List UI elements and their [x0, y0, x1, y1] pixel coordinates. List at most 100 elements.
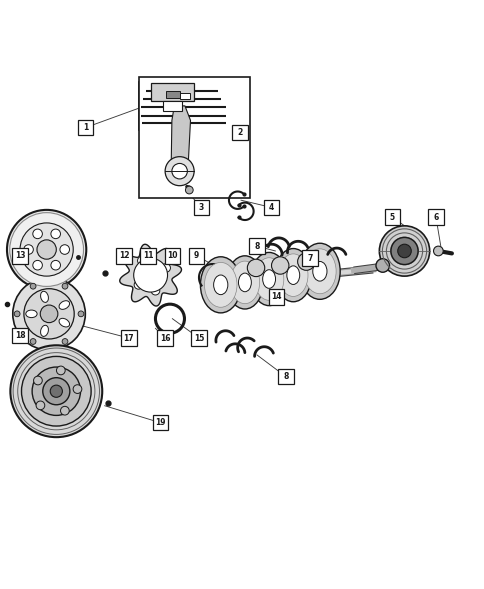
Circle shape: [43, 378, 70, 405]
Ellipse shape: [238, 273, 251, 292]
Ellipse shape: [213, 275, 227, 294]
Text: 11: 11: [143, 252, 153, 260]
Circle shape: [60, 245, 69, 254]
Ellipse shape: [26, 310, 37, 317]
FancyBboxPatch shape: [427, 209, 443, 225]
Ellipse shape: [312, 262, 326, 281]
Circle shape: [30, 283, 36, 289]
Text: 18: 18: [15, 331, 25, 340]
FancyBboxPatch shape: [188, 248, 204, 263]
Text: 7: 7: [307, 254, 312, 263]
Text: 19: 19: [155, 418, 165, 427]
Bar: [162, 101, 182, 111]
Circle shape: [13, 277, 85, 350]
Circle shape: [40, 305, 58, 323]
Bar: [138, 82, 230, 130]
Ellipse shape: [204, 262, 237, 307]
FancyBboxPatch shape: [193, 200, 209, 215]
Circle shape: [10, 345, 102, 437]
Text: 8: 8: [283, 372, 288, 381]
Circle shape: [56, 366, 65, 375]
Circle shape: [51, 229, 60, 239]
Text: 14: 14: [271, 292, 281, 302]
Text: 1: 1: [83, 123, 88, 132]
FancyBboxPatch shape: [191, 330, 206, 346]
Circle shape: [33, 376, 42, 385]
Circle shape: [33, 229, 42, 239]
Circle shape: [21, 356, 91, 426]
Circle shape: [51, 260, 60, 270]
Text: 10: 10: [167, 252, 177, 260]
Circle shape: [134, 258, 167, 292]
Ellipse shape: [299, 243, 339, 299]
FancyBboxPatch shape: [77, 120, 93, 135]
Bar: [179, 93, 190, 99]
Circle shape: [62, 339, 68, 345]
Text: 16: 16: [160, 333, 170, 343]
Circle shape: [165, 157, 194, 186]
Ellipse shape: [303, 249, 335, 294]
FancyBboxPatch shape: [116, 248, 132, 263]
Circle shape: [161, 263, 170, 272]
FancyBboxPatch shape: [12, 328, 28, 343]
FancyBboxPatch shape: [384, 209, 399, 225]
FancyBboxPatch shape: [302, 250, 318, 266]
Text: 5: 5: [389, 213, 394, 221]
Ellipse shape: [262, 270, 275, 289]
Bar: [151, 82, 194, 101]
Text: 2: 2: [237, 128, 242, 137]
Ellipse shape: [278, 254, 307, 296]
Ellipse shape: [200, 257, 241, 313]
Circle shape: [7, 210, 86, 289]
Ellipse shape: [274, 249, 311, 302]
FancyBboxPatch shape: [152, 415, 167, 431]
Circle shape: [247, 259, 264, 277]
Circle shape: [30, 339, 36, 345]
FancyBboxPatch shape: [140, 248, 156, 263]
Circle shape: [73, 385, 82, 393]
Circle shape: [378, 226, 429, 276]
FancyBboxPatch shape: [278, 369, 293, 385]
Circle shape: [24, 289, 74, 339]
Circle shape: [297, 253, 315, 270]
Circle shape: [134, 280, 143, 289]
Circle shape: [37, 240, 56, 259]
Ellipse shape: [230, 261, 259, 304]
Circle shape: [390, 237, 417, 264]
Circle shape: [24, 245, 33, 254]
Text: 17: 17: [123, 333, 134, 343]
Circle shape: [78, 311, 84, 317]
Circle shape: [271, 257, 288, 274]
FancyBboxPatch shape: [164, 248, 180, 263]
Ellipse shape: [226, 256, 263, 309]
Circle shape: [137, 256, 146, 265]
Bar: [166, 91, 179, 98]
Text: 6: 6: [432, 213, 438, 221]
Circle shape: [62, 283, 68, 289]
FancyBboxPatch shape: [263, 200, 279, 215]
Circle shape: [20, 223, 73, 276]
Text: 3: 3: [198, 203, 204, 212]
Polygon shape: [171, 106, 190, 178]
FancyBboxPatch shape: [232, 125, 247, 140]
Ellipse shape: [59, 301, 69, 309]
Circle shape: [33, 260, 42, 270]
Text: 12: 12: [119, 252, 129, 260]
Text: 15: 15: [194, 333, 204, 343]
Circle shape: [171, 163, 187, 179]
Ellipse shape: [254, 258, 283, 300]
Circle shape: [32, 367, 80, 415]
Circle shape: [10, 213, 83, 286]
Ellipse shape: [250, 253, 287, 306]
Ellipse shape: [59, 318, 69, 327]
Circle shape: [151, 286, 159, 295]
Circle shape: [185, 186, 193, 194]
Circle shape: [375, 259, 389, 272]
Circle shape: [50, 385, 62, 398]
FancyBboxPatch shape: [268, 289, 284, 305]
Text: 13: 13: [15, 252, 25, 260]
Ellipse shape: [41, 325, 48, 336]
Text: 8: 8: [254, 241, 259, 251]
Text: 4: 4: [268, 203, 273, 212]
Circle shape: [60, 406, 69, 415]
